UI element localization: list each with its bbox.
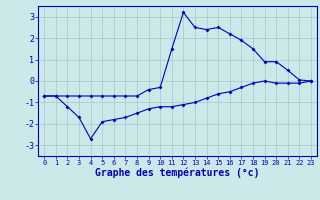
X-axis label: Graphe des températures (°c): Graphe des températures (°c): [95, 168, 260, 178]
